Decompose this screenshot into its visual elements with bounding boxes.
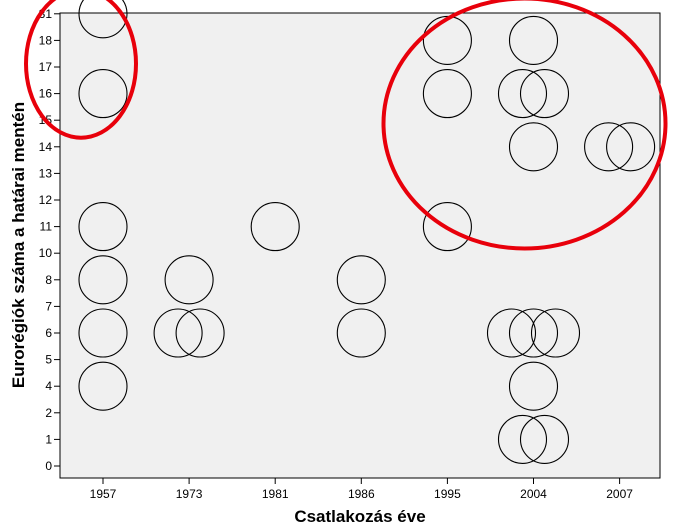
data-point	[78, 0, 128, 39]
y-tick-label: 10	[39, 246, 53, 260]
y-tick-label: 12	[39, 193, 53, 207]
annotation-ellipse	[381, 0, 668, 251]
y-tick-label: 6	[45, 326, 52, 340]
y-tick-label: 7	[45, 299, 52, 313]
data-point	[486, 308, 537, 358]
data-point	[508, 122, 559, 172]
x-axis-title: Csatlakozás éve	[294, 507, 425, 526]
data-point	[336, 255, 386, 305]
x-tick-label: 1973	[176, 487, 203, 501]
y-tick-label: 1	[45, 432, 52, 446]
y-tick-label: 16	[39, 87, 53, 101]
x-tick-label: 1957	[90, 487, 117, 501]
data-point	[606, 122, 656, 172]
data-point	[78, 69, 128, 119]
y-tick-label: 2	[45, 406, 52, 420]
data-point	[175, 308, 225, 358]
y-tick-label: 18	[39, 33, 53, 47]
data-point	[508, 15, 559, 65]
data-point	[164, 255, 214, 305]
data-point	[508, 308, 559, 358]
data-point	[497, 69, 548, 119]
y-tick-label: 17	[39, 60, 53, 74]
data-point	[78, 361, 128, 411]
data-point	[336, 308, 386, 358]
y-tick-label: 0	[45, 459, 52, 473]
data-point	[508, 361, 559, 411]
y-tick-label: 11	[40, 220, 53, 234]
y-tick-label: 13	[39, 166, 53, 180]
data-point	[519, 69, 570, 119]
data-point	[250, 202, 300, 252]
data-point	[78, 202, 128, 252]
data-point	[530, 308, 581, 358]
data-point	[584, 122, 634, 172]
data-point	[422, 69, 472, 119]
data-points	[78, 0, 656, 464]
data-point	[422, 15, 472, 65]
y-tick-label: 5	[45, 353, 52, 367]
data-point	[153, 308, 203, 358]
y-axis-title: Eurorégiók száma a határai mentén	[9, 102, 28, 388]
plot-area	[59, 12, 661, 479]
annotation-ellipse	[24, 0, 138, 140]
x-tick-label: 1995	[434, 487, 461, 501]
x-tick-label: 1986	[348, 487, 375, 501]
data-point	[519, 414, 570, 464]
x-tick-label: 2004	[520, 487, 547, 501]
data-point	[78, 308, 128, 358]
x-tick-label: 1981	[262, 487, 289, 501]
x-tick-label: 2007	[606, 487, 633, 501]
annotations	[24, 0, 668, 251]
data-point	[78, 255, 128, 305]
data-point	[497, 414, 548, 464]
y-tick-label: 14	[39, 140, 53, 154]
data-point	[422, 202, 472, 252]
y-tick-label: 8	[45, 273, 52, 287]
y-tick-label: 4	[45, 379, 52, 393]
x-axis: 1957 1973 1981 1986 1995 2004 2007	[90, 478, 633, 501]
